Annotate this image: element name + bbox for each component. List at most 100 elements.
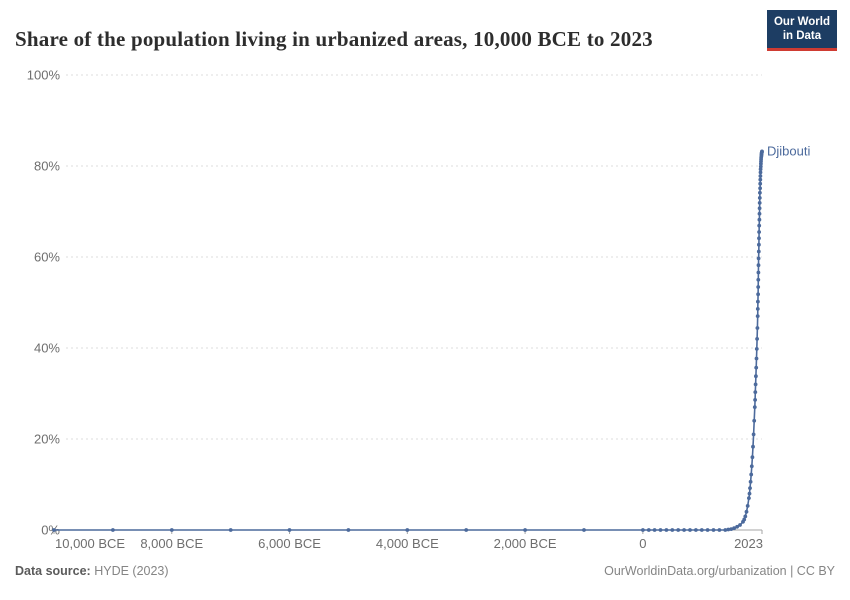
data-point[interactable]: [711, 528, 716, 532]
data-point[interactable]: [747, 496, 751, 500]
data-point[interactable]: [652, 528, 657, 532]
y-axis-tick-label: 80%: [34, 159, 60, 174]
data-point[interactable]: [758, 186, 762, 191]
data-point[interactable]: [169, 528, 174, 532]
data-point[interactable]: [756, 270, 761, 275]
data-point[interactable]: [756, 256, 761, 261]
data-point[interactable]: [705, 528, 710, 532]
data-point[interactable]: [753, 382, 758, 387]
data-point[interactable]: [749, 464, 754, 469]
data-point[interactable]: [735, 524, 739, 529]
owid-logo-line2: in Data: [782, 30, 822, 43]
data-point[interactable]: [756, 263, 761, 268]
data-point[interactable]: [523, 528, 527, 532]
data-point[interactable]: [757, 230, 761, 234]
data-point[interactable]: [750, 455, 755, 460]
data-point[interactable]: [757, 206, 762, 211]
data-point[interactable]: [699, 528, 704, 532]
data-point[interactable]: [760, 149, 764, 154]
data-point[interactable]: [758, 164, 763, 169]
owid-logo-line1: Our World: [773, 16, 830, 28]
data-source-note: Data source: HYDE (2023): [15, 564, 169, 578]
data-point[interactable]: [646, 528, 651, 532]
data-point[interactable]: [464, 528, 469, 532]
data-point[interactable]: [756, 249, 761, 254]
data-point[interactable]: [742, 517, 747, 522]
data-point[interactable]: [717, 528, 722, 532]
data-point[interactable]: [228, 528, 233, 532]
data-point[interactable]: [52, 528, 56, 532]
license-note: OurWorldinData.org/urbanization | CC BY: [604, 564, 835, 578]
data-point[interactable]: [758, 167, 763, 172]
data-point[interactable]: [754, 365, 759, 370]
data-point[interactable]: [755, 326, 760, 330]
data-point[interactable]: [758, 181, 763, 186]
owid-logo[interactable]: Our World in Data: [766, 10, 837, 51]
x-axis-tick-label: 8,000 BCE: [140, 536, 203, 551]
data-point[interactable]: [758, 177, 763, 182]
data-point[interactable]: [757, 211, 762, 216]
data-point[interactable]: [744, 509, 749, 514]
data-point[interactable]: [745, 504, 750, 508]
data-point[interactable]: [757, 196, 762, 200]
data-point[interactable]: [658, 528, 663, 532]
data-point[interactable]: [111, 528, 115, 532]
data-point[interactable]: [755, 307, 760, 311]
data-point[interactable]: [747, 491, 752, 496]
data-point[interactable]: [694, 528, 698, 532]
x-axis-tick-label: 10,000 BCE: [55, 536, 125, 551]
data-point[interactable]: [758, 190, 762, 195]
series-line[interactable]: [54, 151, 763, 531]
data-point[interactable]: [755, 314, 760, 318]
data-point[interactable]: [758, 170, 763, 175]
data-point[interactable]: [748, 479, 753, 484]
data-point[interactable]: [758, 174, 763, 178]
data-point[interactable]: [346, 528, 351, 532]
data-point[interactable]: [682, 528, 686, 532]
data-point[interactable]: [754, 347, 759, 351]
data-point[interactable]: [748, 486, 752, 490]
data-point[interactable]: [729, 527, 734, 531]
data-point[interactable]: [749, 472, 754, 477]
data-point[interactable]: [405, 528, 410, 532]
data-point[interactable]: [664, 528, 669, 532]
x-axis-tick-label: 0: [639, 536, 646, 551]
data-point[interactable]: [756, 299, 760, 304]
data-point[interactable]: [757, 201, 762, 205]
data-point[interactable]: [756, 285, 761, 289]
data-point[interactable]: [753, 390, 758, 394]
data-point[interactable]: [755, 337, 759, 341]
data-point[interactable]: [757, 242, 761, 247]
data-point[interactable]: [757, 223, 762, 228]
data-point[interactable]: [582, 528, 586, 532]
y-axis-tick-label: 100%: [27, 68, 61, 83]
data-point[interactable]: [670, 528, 675, 532]
data-point[interactable]: [752, 405, 757, 409]
data-point[interactable]: [723, 528, 728, 532]
data-point[interactable]: [756, 277, 761, 282]
data-point[interactable]: [641, 528, 645, 532]
data-point[interactable]: [754, 356, 759, 361]
data-point[interactable]: [752, 418, 757, 423]
data-point[interactable]: [726, 527, 731, 532]
data-point[interactable]: [757, 236, 761, 241]
data-point[interactable]: [751, 432, 756, 437]
data-point[interactable]: [756, 292, 760, 297]
data-source-label: Data source:: [15, 564, 91, 578]
data-point[interactable]: [676, 528, 681, 532]
data-point[interactable]: [732, 526, 736, 531]
data-point[interactable]: [751, 444, 755, 449]
data-point[interactable]: [287, 528, 292, 532]
data-point[interactable]: [753, 398, 757, 402]
chart-footer: Data source: HYDE (2023) OurWorldinData.…: [15, 564, 835, 578]
x-axis-tick-label: 2023: [734, 536, 763, 551]
data-point[interactable]: [754, 374, 758, 379]
data-point[interactable]: [688, 528, 692, 532]
data-point[interactable]: [757, 217, 762, 222]
data-point[interactable]: [743, 514, 748, 519]
x-axis-tick-label: 2,000 BCE: [494, 536, 557, 551]
data-point[interactable]: [738, 523, 742, 527]
entity-label[interactable]: Djibouti: [767, 143, 810, 158]
